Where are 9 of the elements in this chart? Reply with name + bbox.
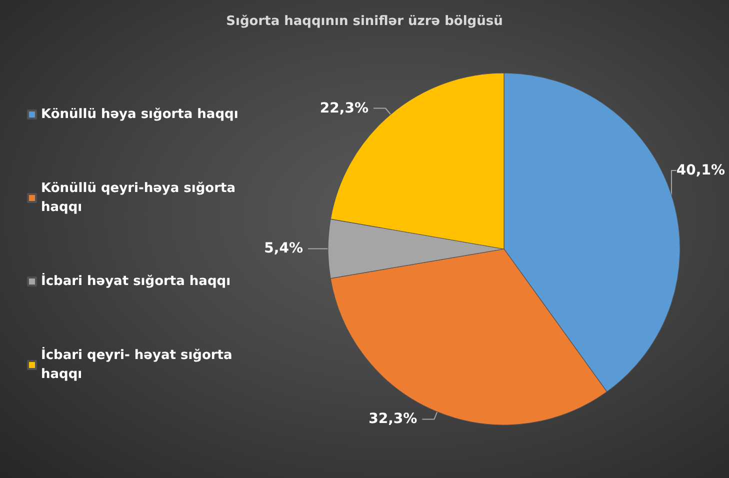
data-label: 5,4% bbox=[264, 240, 303, 257]
data-label: 22,3% bbox=[320, 100, 368, 116]
chart-title: Sığorta haqqının siniflər üzrə bölgüsü bbox=[226, 14, 503, 29]
legend-label: İcbari qeyri- həyat sığorta haqqı bbox=[41, 346, 237, 382]
legend-label: Könüllü həya sığorta haqqı bbox=[41, 107, 238, 122]
data-label: 32,3% bbox=[368, 411, 418, 428]
legend-label: Könüllü qeyri-həya sığorta haqqı bbox=[41, 181, 240, 215]
data-label: 40,1% bbox=[676, 162, 726, 178]
legend-label: İcbari həyat sığorta haqqı bbox=[41, 272, 231, 289]
